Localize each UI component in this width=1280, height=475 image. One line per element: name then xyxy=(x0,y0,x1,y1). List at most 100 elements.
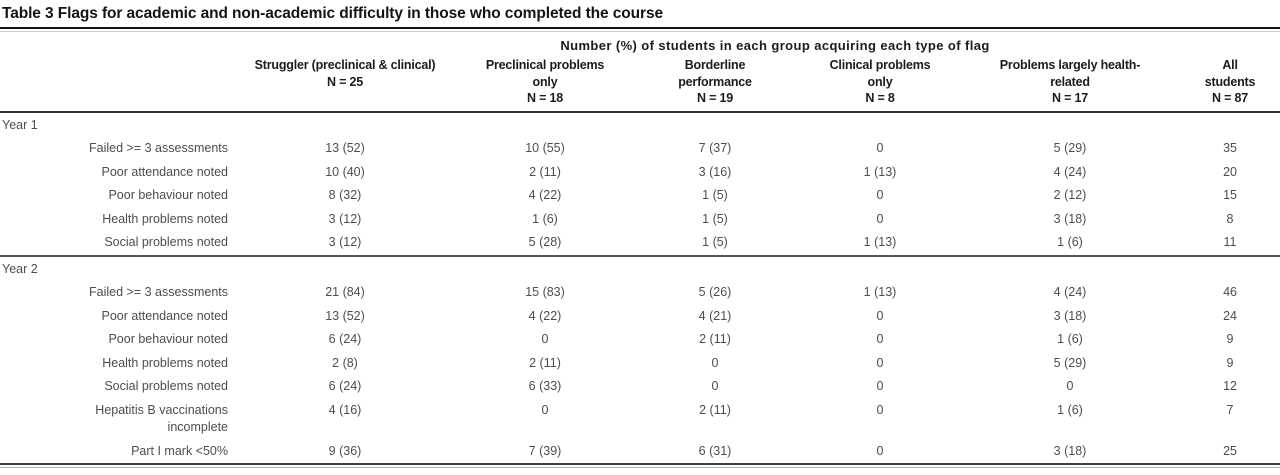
flag-row: Poor attendance noted 10 (40) 2 (11) 3 (16)… xyxy=(0,161,1280,185)
value-cell: 12 xyxy=(1223,379,1237,393)
value-cell: 2 (11) xyxy=(529,164,561,179)
value-cell: 0 xyxy=(876,402,884,417)
flag-row: Poor behaviour noted 6 (24) 0 2 (11) 0 1 (6) 9 xyxy=(0,328,1280,352)
value-cell: 0 xyxy=(876,379,884,393)
column-header-clinical: Clinical problems only N = 8 xyxy=(800,55,960,113)
value-cell: 1 (6) xyxy=(1057,402,1083,417)
value-cell: 1 (5) xyxy=(702,235,728,249)
value-cell: 1 (13) xyxy=(863,164,897,179)
value-cell: 13 (52) xyxy=(325,308,365,323)
flag-row: Failed >= 3 assessments 13 (52) 10 (55) 7 (… xyxy=(0,137,1280,161)
year-row: Year 2 xyxy=(0,254,1280,281)
title-rule xyxy=(0,27,1280,32)
value-cell: 24 xyxy=(1223,308,1237,323)
flags-table: Number (%) of students in each group acq… xyxy=(0,32,1280,463)
value-cell: 5 (28) xyxy=(528,235,562,249)
value-cell: 0 xyxy=(1066,379,1074,393)
value-cell: 5 (29) xyxy=(1053,355,1087,370)
value-cell: 11 xyxy=(1223,235,1237,249)
value-cell: 2 (8) xyxy=(332,355,358,370)
value-cell: 7 (37) xyxy=(698,141,732,155)
value-cell: 0 xyxy=(876,308,884,323)
value-cell: 3 (16) xyxy=(698,164,732,179)
value-cell: 0 xyxy=(876,355,884,370)
value-cell: 4 (22) xyxy=(528,188,562,202)
value-cell: 0 xyxy=(876,141,884,155)
flag-row: Health problems noted 3 (12) 1 (6) 1 (5) 0 3 … xyxy=(0,208,1280,232)
year-label: Year 1 xyxy=(2,117,38,132)
flag-label-cell: Social problems noted xyxy=(104,235,228,249)
value-cell: 2 (11) xyxy=(699,332,731,346)
flag-label-cell: Poor behaviour noted xyxy=(108,332,228,346)
value-cell: 25 xyxy=(1223,443,1237,458)
value-cell: 10 (55) xyxy=(525,141,565,155)
value-cell: 21 (84) xyxy=(325,285,365,299)
value-cell: 3 (18) xyxy=(1053,308,1087,323)
value-cell: 20 xyxy=(1223,164,1237,179)
column-header-all-students: All students N = 87 xyxy=(1180,55,1280,113)
flag-row: Health problems noted 2 (8) 2 (11) 0 0 5 (29)… xyxy=(0,352,1280,376)
table-title: Table 3 Flags for academic and non-acade… xyxy=(2,5,664,22)
value-cell: 1 (5) xyxy=(702,211,728,226)
flag-label-cell: Failed >= 3 assessments xyxy=(89,285,228,299)
value-cell: 8 xyxy=(1226,211,1234,226)
value-cell: 0 xyxy=(876,211,884,226)
flag-row: Hepatitis B vaccinations incomplete 4 (16… xyxy=(0,399,1280,440)
column-header-health: Problems largely health- related N = 17 xyxy=(960,55,1180,113)
value-cell: 1 (6) xyxy=(1057,235,1083,249)
value-cell: 0 xyxy=(876,332,884,346)
flag-row: Social problems noted 6 (24) 6 (33) 0 0 0 12 xyxy=(0,375,1280,399)
value-cell: 3 (12) xyxy=(328,211,362,226)
spanner-row: Number (%) of students in each group acq… xyxy=(0,32,1280,55)
column-header-row: Struggler (preclinical & clinical) N = 2… xyxy=(0,55,1280,113)
flag-label-cell: Failed >= 3 assessments xyxy=(89,141,228,155)
value-cell: 6 (24) xyxy=(328,379,362,393)
corner-cell xyxy=(0,32,230,55)
flags-table-body: Year 1 Failed >= 3 assessments 13 (52) 10 (… xyxy=(0,112,1280,464)
value-cell: 15 xyxy=(1223,188,1237,202)
value-cell: 9 xyxy=(1226,355,1234,370)
value-cell: 9 (36) xyxy=(328,443,362,458)
value-cell: 4 (16) xyxy=(328,402,362,417)
value-cell: 6 (33) xyxy=(528,379,562,393)
value-cell: 4 (21) xyxy=(698,308,732,323)
flag-label-cell: Health problems noted xyxy=(102,211,228,226)
value-cell: 4 (24) xyxy=(1053,164,1087,179)
flag-label-cell: Hepatitis B vaccinations incomplete xyxy=(95,402,228,435)
value-cell: 4 (22) xyxy=(528,308,562,323)
column-header-struggler: Struggler (preclinical & clinical) N = 2… xyxy=(230,55,460,113)
value-cell: 46 xyxy=(1223,285,1237,299)
value-cell: 6 (31) xyxy=(698,443,732,458)
value-cell: 3 (18) xyxy=(1053,443,1087,458)
value-cell: 2 (11) xyxy=(529,355,561,370)
corner-cell xyxy=(0,55,230,113)
flag-row: Social problems noted 3 (12) 5 (28) 1 (5) 1 … xyxy=(0,231,1280,256)
value-cell: 1 (6) xyxy=(532,211,558,226)
value-cell: 9 xyxy=(1226,332,1234,346)
value-cell: 3 (12) xyxy=(328,235,362,249)
flag-row: Poor behaviour noted 8 (32) 4 (22) 1 (5) 0 2 … xyxy=(0,184,1280,208)
value-cell: 4 (24) xyxy=(1053,285,1087,299)
value-cell: 7 xyxy=(1226,402,1234,417)
flag-label-cell: Health problems noted xyxy=(102,355,228,370)
value-cell: 5 (26) xyxy=(698,285,732,299)
value-cell: 0 xyxy=(876,188,884,202)
flag-row: Part I mark <50% 9 (36) 7 (39) 6 (31) 0 3 (18… xyxy=(0,440,1280,464)
value-cell: 6 (24) xyxy=(328,332,362,346)
flag-row: Poor attendance noted 13 (52) 4 (22) 4 (21)… xyxy=(0,305,1280,329)
value-cell: 3 (18) xyxy=(1053,211,1087,226)
value-cell: 7 (39) xyxy=(528,443,562,458)
value-cell: 0 xyxy=(711,379,719,393)
value-cell: 1 (13) xyxy=(863,285,897,299)
value-cell: 10 (40) xyxy=(325,164,365,179)
value-cell: 35 xyxy=(1223,141,1237,155)
value-cell: 8 (32) xyxy=(328,188,362,202)
value-cell: 1 (6) xyxy=(1057,332,1083,346)
value-cell: 5 (29) xyxy=(1053,141,1087,155)
year-label: Year 2 xyxy=(0,254,1280,281)
flag-row: Failed >= 3 assessments 21 (84) 15 (83) 5 (… xyxy=(0,281,1280,305)
flag-label-cell: Poor behaviour noted xyxy=(108,188,228,202)
value-cell: 13 (52) xyxy=(325,141,365,155)
spanner-header: Number (%) of students in each group acq… xyxy=(560,38,990,53)
